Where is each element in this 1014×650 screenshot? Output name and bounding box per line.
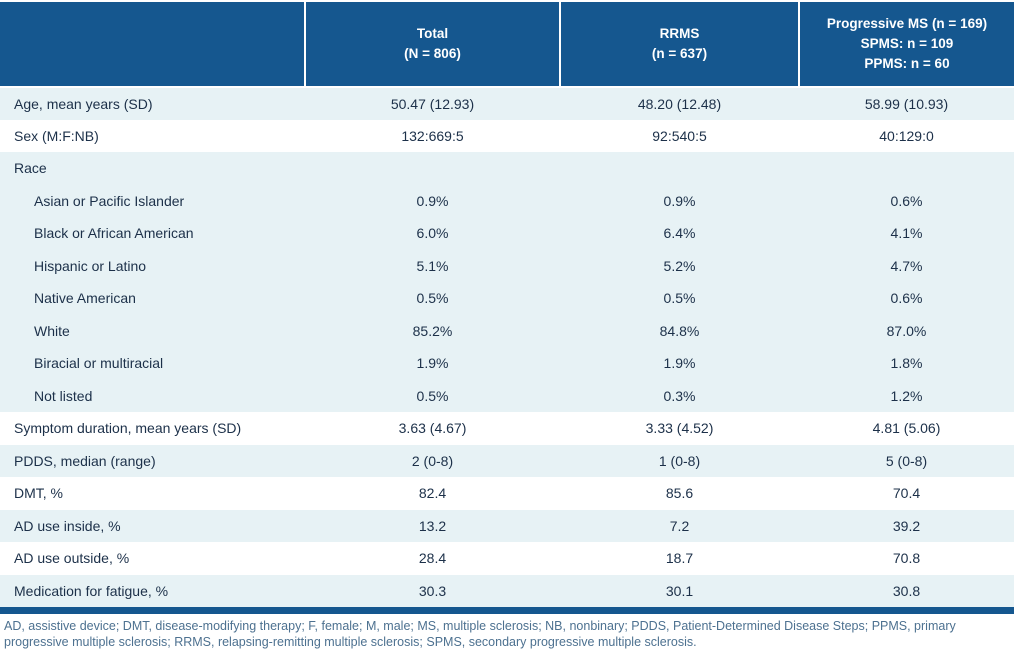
table-body: Age, mean years (SD) 50.47 (12.93) 48.20 (… xyxy=(0,87,1014,607)
cell-value: 4.1% xyxy=(890,225,923,242)
table-row: Black or African American 6.0% 6.4% 4.1% xyxy=(0,217,1014,250)
demographics-table: Total (N = 806) RRMS (n = 637) Progressi… xyxy=(0,2,1014,607)
row-label: Medication for fatigue, % xyxy=(14,582,169,599)
header-col-rrms-line2: (n = 637) xyxy=(651,46,708,61)
table-footnote: AD, assistive device; DMT, disease-modif… xyxy=(4,619,956,649)
header-col-progressive: Progressive MS (n = 169) SPMS: n = 109 P… xyxy=(798,2,1014,87)
cell-value: 85.6 xyxy=(665,485,694,502)
table-row: Native American 0.5% 0.5% 0.6% xyxy=(0,282,1014,315)
cell-value: 1.2% xyxy=(890,387,923,404)
header-col-progressive-line3: PPMS: n = 60 xyxy=(864,56,950,72)
row-label: DMT, % xyxy=(14,485,63,502)
cell-value: 87.0% xyxy=(886,322,927,339)
cell-value: 7.2 xyxy=(669,517,690,534)
cell-value: 4.7% xyxy=(890,257,923,274)
cell-value xyxy=(560,152,799,185)
cell-value: 0.5% xyxy=(416,387,449,404)
table-row: Race xyxy=(0,152,1014,185)
table-row: Sex (M:F:NB) 132:669:5 92:540:5 40:129:0 xyxy=(0,119,1014,152)
row-label: Symptom duration, mean years (SD) xyxy=(14,420,242,437)
header-col-progressive-line1: Progressive MS (n = 169) xyxy=(826,15,988,31)
table-row: Biracial or multiracial 1.9% 1.9% 1.8% xyxy=(0,347,1014,380)
cell-value: 2 (0-8) xyxy=(411,452,454,469)
cell-value xyxy=(799,152,1014,185)
header-col-total-line1: Total xyxy=(416,25,449,41)
cell-value: 0.5% xyxy=(663,290,696,307)
cell-value: 1 (0-8) xyxy=(658,452,701,469)
cell-value: 82.4 xyxy=(418,485,447,502)
row-label: Sex (M:F:NB) xyxy=(14,127,99,144)
table-row: Not listed 0.5% 0.3% 1.2% xyxy=(0,379,1014,412)
cell-value: 6.4% xyxy=(663,225,696,242)
cell-value: 132:669:5 xyxy=(401,127,464,144)
cell-value: 70.8 xyxy=(892,550,921,567)
row-label: Native American xyxy=(34,290,136,307)
header-col-total: Total (N = 806) xyxy=(304,2,560,87)
table-row: Asian or Pacific Islander 0.9% 0.9% 0.6% xyxy=(0,184,1014,217)
cell-value: 18.7 xyxy=(665,550,694,567)
cell-value: 0.6% xyxy=(890,192,923,209)
cell-value: 1.8% xyxy=(890,355,923,372)
table-header: Total (N = 806) RRMS (n = 637) Progressi… xyxy=(0,2,1014,87)
cell-value: 40:129:0 xyxy=(879,127,934,144)
row-label: Age, mean years (SD) xyxy=(14,95,153,112)
table-row: DMT, % 82.4 85.6 70.4 xyxy=(0,477,1014,510)
cell-value: 0.5% xyxy=(416,290,449,307)
row-label: Hispanic or Latino xyxy=(34,257,147,274)
cell-value: 0.9% xyxy=(416,192,449,209)
cell-value: 70.4 xyxy=(892,485,921,502)
cell-value: 0.6% xyxy=(890,290,923,307)
cell-value: 1.9% xyxy=(416,355,449,372)
header-col-rrms: RRMS (n = 637) xyxy=(559,2,799,87)
table-bottom-rule xyxy=(0,607,1014,614)
cell-value: 92:540:5 xyxy=(652,127,707,144)
header-empty-cell xyxy=(0,2,305,87)
cell-value: 5.2% xyxy=(663,257,696,274)
cell-value: 39.2 xyxy=(892,517,921,534)
row-label: AD use inside, % xyxy=(14,517,121,534)
row-label: Asian or Pacific Islander xyxy=(34,192,185,209)
cell-value: 48.20 (12.48) xyxy=(637,95,722,112)
cell-value: 6.0% xyxy=(416,225,449,242)
cell-value: 5 (0-8) xyxy=(885,452,928,469)
header-col-total-line2: (N = 806) xyxy=(404,46,461,61)
cell-value: 50.47 (12.93) xyxy=(390,95,475,112)
cell-value: 30.3 xyxy=(418,582,447,599)
cell-value: 28.4 xyxy=(418,550,447,567)
row-label: Not listed xyxy=(34,387,93,404)
row-label: Race xyxy=(14,160,47,177)
cell-value: 3.63 (4.67) xyxy=(398,420,467,437)
cell-value: 30.1 xyxy=(665,582,694,599)
cell-value: 4.81 (5.06) xyxy=(872,420,941,437)
cell-value: 58.99 (10.93) xyxy=(864,95,949,112)
cell-value: 5.1% xyxy=(416,257,449,274)
table-row: Symptom duration, mean years (SD) 3.63 (4… xyxy=(0,412,1014,445)
table-row: AD use outside, % 28.4 18.7 70.8 xyxy=(0,542,1014,575)
table-row: White 85.2% 84.8% 87.0% xyxy=(0,314,1014,347)
header-col-progressive-line2: SPMS: n = 109 xyxy=(860,35,954,51)
header-col-rrms-line1: RRMS xyxy=(659,25,700,41)
cell-value: 0.3% xyxy=(663,387,696,404)
cell-value: 3.33 (4.52) xyxy=(645,420,714,437)
row-label: White xyxy=(34,322,70,339)
table-row: Medication for fatigue, % 30.3 30.1 30.8 xyxy=(0,574,1014,607)
table-row: Hispanic or Latino 5.1% 5.2% 4.7% xyxy=(0,249,1014,282)
cell-value: 84.8% xyxy=(659,322,700,339)
cell-value: 0.9% xyxy=(663,192,696,209)
row-label: PDDS, median (range) xyxy=(14,452,156,469)
cell-value: 85.2% xyxy=(412,322,453,339)
table-row: PDDS, median (range) 2 (0-8) 1 (0-8) 5 (0-8… xyxy=(0,444,1014,477)
row-label: AD use outside, % xyxy=(14,550,130,567)
cell-value: 30.8 xyxy=(892,582,921,599)
row-label: Biracial or multiracial xyxy=(34,355,164,372)
cell-value: 13.2 xyxy=(418,517,447,534)
table-row: AD use inside, % 13.2 7.2 39.2 xyxy=(0,509,1014,542)
table-header-row: Total (N = 806) RRMS (n = 637) Progressi… xyxy=(0,2,1014,87)
cell-value xyxy=(305,152,560,185)
table-row: Age, mean years (SD) 50.47 (12.93) 48.20 (… xyxy=(0,87,1014,120)
row-label: Black or African American xyxy=(34,225,194,242)
cell-value: 1.9% xyxy=(663,355,696,372)
